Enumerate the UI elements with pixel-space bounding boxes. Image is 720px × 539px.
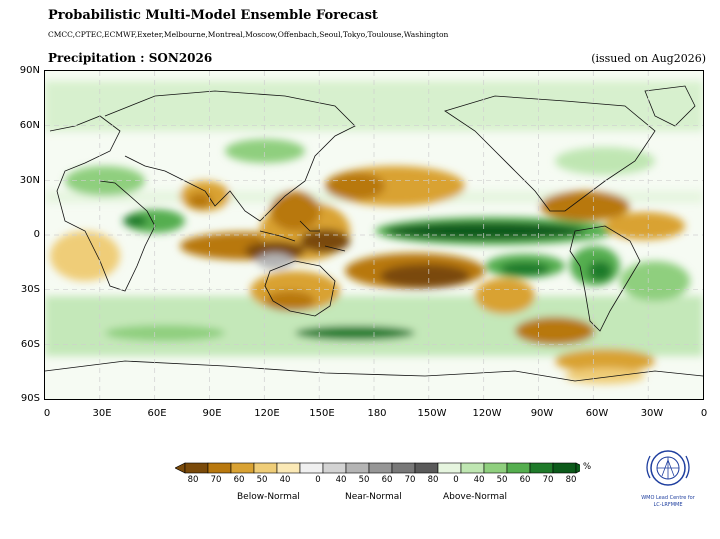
wmo-logo	[640, 446, 696, 490]
colorbar-unit: %	[583, 462, 592, 472]
colorbar-cell	[552, 462, 577, 474]
forecast-map	[44, 70, 704, 400]
lat-label-90s: 90S	[20, 393, 40, 404]
logo-caption-line1: WMO Lead Centre for	[641, 495, 695, 501]
figure-title: Probabilistic Multi-Model Ensemble Forec…	[48, 8, 378, 23]
colorbar-cell	[207, 462, 232, 474]
colorbar-left-arrow	[174, 462, 186, 474]
lon-label-90w: 90W	[530, 408, 554, 419]
colorbar-svg	[174, 462, 587, 474]
cb-tick-below-40: 40	[279, 475, 291, 485]
cb-tick-near-40: 40	[335, 475, 347, 485]
lon-label-30e: 30E	[92, 408, 112, 419]
lat-label-60s: 60S	[20, 339, 40, 350]
lon-label-150w: 150W	[417, 408, 447, 419]
lat-label-30s: 30S	[20, 284, 40, 295]
lon-label-0: 0	[43, 408, 51, 419]
lon-label-60e: 60E	[147, 408, 167, 419]
colorbar-cell	[276, 462, 301, 474]
cb-tick-below-70: 70	[210, 475, 222, 485]
lat-label-60n: 60N	[19, 120, 40, 131]
colorbar-cell	[345, 462, 370, 474]
colorbar-cell	[253, 462, 278, 474]
cb-tick-above-0: 0	[453, 475, 459, 485]
cb-tick-above-50: 50	[496, 475, 508, 485]
cb-tick-near-70: 70	[404, 475, 416, 485]
colorbar-cell	[529, 462, 554, 474]
colorbar-cell	[322, 462, 347, 474]
cb-tick-below-50: 50	[256, 475, 268, 485]
colorbar-cell	[437, 462, 462, 474]
cb-tick-above-40: 40	[473, 475, 485, 485]
graticule	[45, 71, 703, 399]
variable-season: Precipitation : SON2026	[48, 51, 213, 65]
cb-tick-near-50: 50	[358, 475, 370, 485]
cb-tick-below-80: 80	[187, 475, 199, 485]
category-below-normal: Below-Normal	[237, 492, 300, 502]
logo-caption: WMO Lead Centre for LC-LRFMME	[628, 495, 708, 509]
category-above-normal: Above-Normal	[443, 492, 508, 502]
forecast-map-svg	[45, 71, 703, 399]
colorbar-cell	[506, 462, 531, 474]
cb-tick-above-70: 70	[542, 475, 554, 485]
lon-label-0-right: 0	[700, 408, 708, 419]
lon-label-30w: 30W	[640, 408, 664, 419]
colorbar-cell	[414, 462, 439, 474]
cb-tick-below-60: 60	[233, 475, 245, 485]
cb-tick-above-80: 80	[565, 475, 577, 485]
coastlines	[45, 85, 703, 382]
lon-label-120w: 120W	[472, 408, 502, 419]
colorbar	[174, 459, 587, 478]
logo-caption-line2: LC-LRFMME	[653, 502, 683, 508]
lon-label-120e: 120E	[254, 408, 280, 419]
lon-label-90e: 90E	[202, 408, 222, 419]
lon-label-150e: 150E	[309, 408, 335, 419]
lon-label-180: 180	[367, 408, 387, 419]
colorbar-cell	[391, 462, 416, 474]
cb-tick-near-60: 60	[381, 475, 393, 485]
cb-tick-above-60: 60	[519, 475, 531, 485]
cb-tick-near-80: 80	[427, 475, 439, 485]
lon-label-60w: 60W	[585, 408, 609, 419]
category-near-normal: Near-Normal	[345, 492, 402, 502]
colorbar-right-arrow	[575, 462, 587, 474]
model-list: CMCC,CPTEC,ECMWF,Exeter,Melbourne,Montre…	[48, 30, 449, 39]
lat-label-90n: 90N	[19, 65, 40, 76]
colorbar-cell	[230, 462, 255, 474]
colorbar-cell	[368, 462, 393, 474]
colorbar-cell	[184, 462, 209, 474]
wmo-emblem-icon	[646, 450, 690, 486]
issue-date: (issued on Aug2026)	[591, 52, 706, 65]
colorbar-cell	[460, 462, 485, 474]
cb-tick-near-0: 0	[315, 475, 321, 485]
lat-label-30n: 30N	[19, 175, 40, 186]
lat-label-0: 0	[33, 229, 40, 240]
colorbar-cell	[299, 462, 324, 474]
colorbar-cell	[483, 462, 508, 474]
